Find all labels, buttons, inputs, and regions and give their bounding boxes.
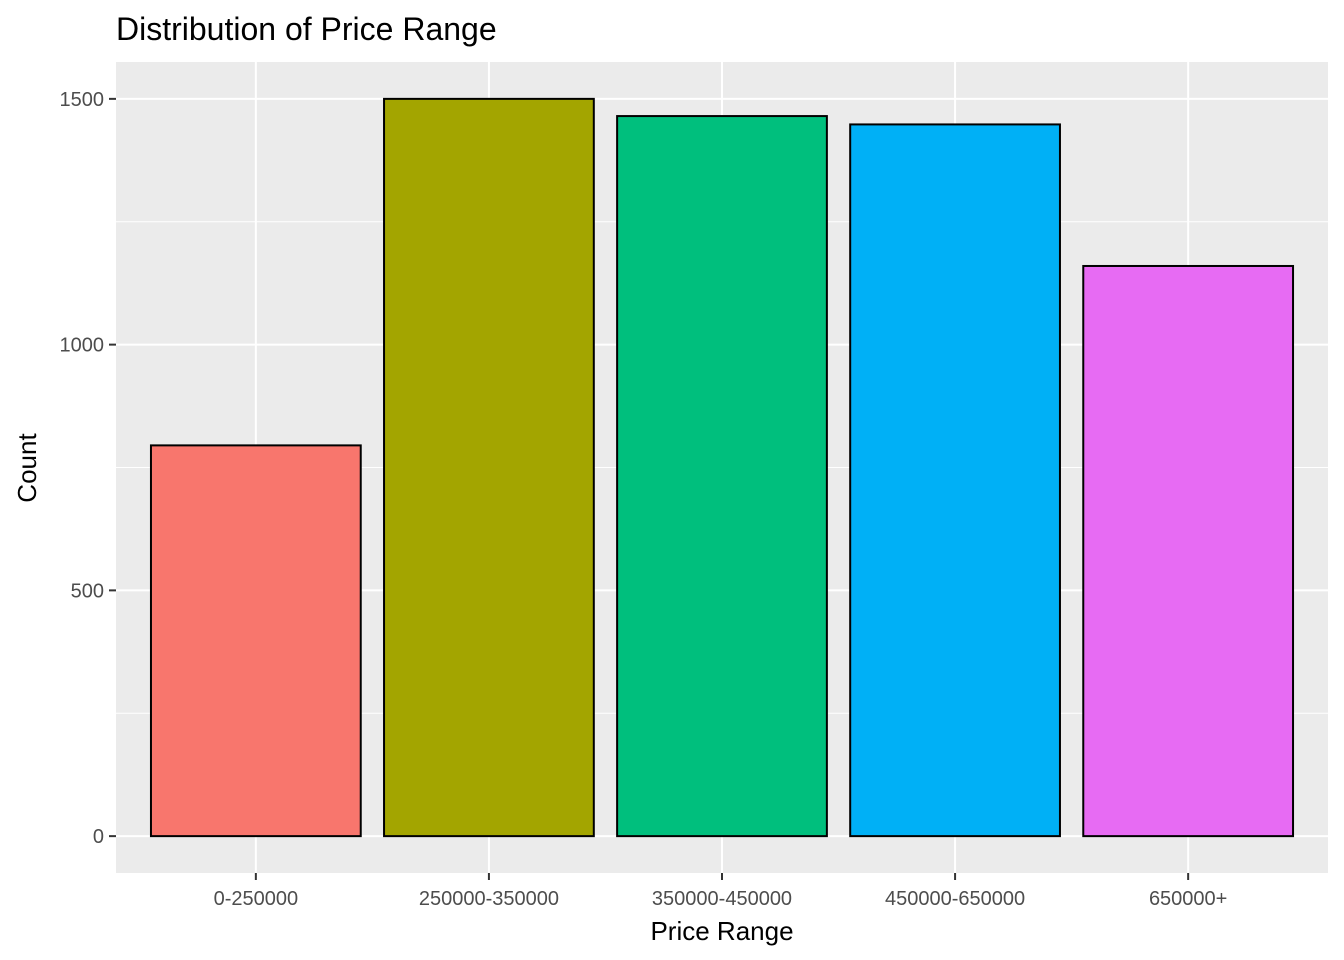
bar-450000-650000 [850,124,1060,836]
y-tick-label: 500 [71,580,104,602]
x-tick-label: 0-250000 [214,888,299,910]
y-tick-label: 0 [93,826,104,848]
y-axis-title: Count [12,433,42,503]
bar-0-250000 [151,445,361,836]
x-tick-label: 450000-650000 [885,888,1025,910]
bar-250000-350000 [384,99,594,836]
y-tick-label: 1000 [60,335,105,357]
x-tick-label: 250000-350000 [419,888,559,910]
x-tick-label: 650000+ [1149,888,1227,910]
bar-650000+ [1083,266,1293,836]
bar-350000-450000 [617,116,827,836]
x-tick-label: 350000-450000 [652,888,792,910]
y-tick-label: 1500 [60,89,105,111]
chart-title: Distribution of Price Range [116,11,497,47]
x-axis-title: Price Range [650,916,793,946]
